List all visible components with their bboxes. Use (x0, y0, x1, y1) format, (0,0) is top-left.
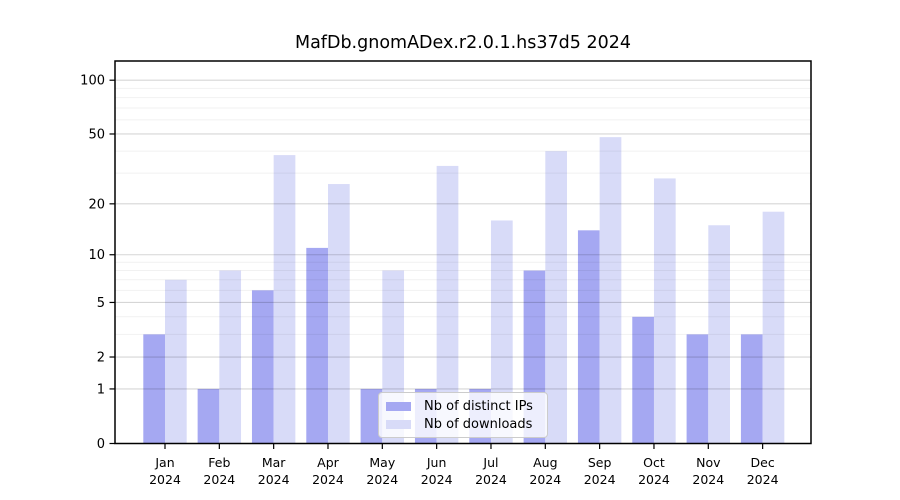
bar-downloads-nov (708, 225, 730, 444)
x-tick-label-year-aug: 2024 (529, 472, 561, 487)
x-tick-label-year-mar: 2024 (258, 472, 290, 487)
x-tick-label-year-may: 2024 (366, 472, 398, 487)
x-tick-label-month-apr: Apr (317, 455, 339, 470)
x-tick-label-year-sep: 2024 (584, 472, 616, 487)
bar-distinct-ips-feb (197, 388, 220, 444)
bar-downloads-mar (273, 155, 296, 444)
bar-distinct-ips-may (360, 388, 383, 444)
legend-item-downloads: Nb of downloads (386, 417, 539, 432)
x-tick-label-month-sep: Sep (588, 455, 612, 470)
bar-downloads-feb (219, 270, 242, 444)
bar-downloads-jan (165, 279, 187, 444)
x-tick-label-month-jan: Jan (154, 455, 174, 470)
x-tick-label-year-jan: 2024 (149, 472, 181, 487)
bar-distinct-ips-jan (143, 334, 165, 444)
bar-downloads-apr (327, 184, 350, 444)
bar-downloads-dec (762, 211, 785, 444)
bar-distinct-ips-apr (306, 247, 328, 444)
x-tick-label-year-jun: 2024 (421, 472, 453, 487)
y-tick-label-50: 50 (88, 127, 105, 142)
y-tick-label-0: 0 (97, 437, 105, 452)
x-tick-label-month-jun: Jun (426, 455, 447, 470)
bar-downloads-aug (545, 151, 568, 444)
chart-title: MafDb.gnomADex.r2.0.1.hs37d5 2024 (294, 33, 631, 53)
x-tick-label-month-aug: Aug (533, 455, 557, 470)
bar-distinct-ips-nov (686, 334, 709, 444)
x-tick-label-year-feb: 2024 (203, 472, 235, 487)
bar-distinct-ips-mar (251, 290, 274, 444)
legend-item-distinct-ips: Nb of distinct IPs (386, 399, 539, 414)
x-tick-label-year-oct: 2024 (638, 472, 670, 487)
y-tick-label-5: 5 (97, 296, 105, 311)
x-tick-label-month-feb: Feb (208, 455, 230, 470)
legend-swatch-downloads (386, 420, 411, 429)
y-tick-label-2: 2 (97, 351, 105, 366)
x-tick-label-month-mar: Mar (262, 455, 286, 470)
legend-label-downloads: Nb of downloads (424, 417, 533, 432)
x-tick-label-year-jul: 2024 (475, 472, 507, 487)
x-tick-label-year-nov: 2024 (692, 472, 724, 487)
x-tick-label-year-apr: 2024 (312, 472, 344, 487)
y-tick-label-100: 100 (80, 74, 105, 89)
bar-downloads-oct (653, 178, 676, 444)
y-tick-label-1: 1 (97, 382, 105, 397)
x-tick-label-month-jul: Jul (482, 455, 498, 470)
x-tick-label-month-may: May (369, 455, 395, 470)
y-tick-label-10: 10 (88, 248, 105, 263)
bar-downloads-sep (599, 137, 622, 444)
x-tick-label-year-dec: 2024 (747, 472, 779, 487)
y-tick-label-20: 20 (88, 197, 105, 212)
x-tick-label-month-oct: Oct (643, 455, 665, 470)
bar-downloads-jun (436, 165, 459, 444)
bar-downloads-jul (490, 220, 513, 444)
legend-label-distinct-ips: Nb of distinct IPs (424, 399, 533, 414)
x-tick-label-month-dec: Dec (751, 455, 775, 470)
x-tick-label-month-nov: Nov (696, 455, 721, 470)
bar-distinct-ips-oct (632, 316, 654, 444)
bar-distinct-ips-dec (740, 334, 763, 444)
bar-distinct-ips-sep (577, 230, 600, 444)
plot-frame (114, 60, 812, 445)
chart-legend: Nb of distinct IPs Nb of downloads (378, 392, 548, 438)
legend-swatch-distinct-ips (386, 402, 411, 411)
